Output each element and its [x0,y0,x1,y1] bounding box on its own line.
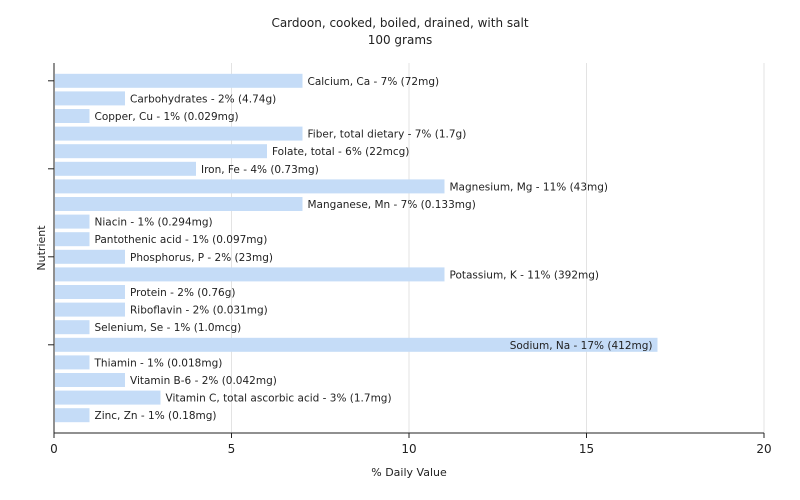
bar-labels: Calcium, Ca - 7% (72mg) Carbohydrates - 2… [94,76,653,422]
bar-value-label: Riboflavin - 2% (0.031mg) [130,305,268,317]
bar-value-label: Phosphorus, P - 2% (23mg) [130,252,273,264]
bar-value-label: Selenium, Se - 1% (1.0mcg) [95,322,242,334]
bar-value-label: Zinc, Zn - 1% (0.18mg) [95,410,217,422]
bar [55,126,303,141]
bar [55,373,125,387]
bar-value-label: Manganese, Mn - 7% (0.133mg) [308,199,476,211]
bar [55,249,125,264]
chart-title: Cardoon, cooked, boiled, drained, with s… [271,16,528,30]
x-tick-label: 15 [579,442,594,456]
x-tick-label: 5 [228,442,236,456]
bar [55,73,303,88]
bar [55,214,90,229]
bar-value-label: Copper, Cu - 1% (0.029mg) [95,111,239,123]
bar-value-label: Niacin - 1% (0.294mg) [95,217,213,229]
bar-value-label: Iron, Fe - 4% (0.73mg) [201,164,319,176]
bar [55,232,90,247]
bar [55,285,125,299]
bar-value-label: Folate, total - 6% (22mcg) [272,146,409,158]
bars [55,73,658,423]
bar [55,355,90,370]
x-axis-label: % Daily Value [371,466,447,479]
bar-value-label: Protein - 2% (0.76g) [130,287,236,299]
y-axis-ticks [48,80,54,346]
bar-value-label: Sodium, Na - 17% (412mg) [510,340,653,352]
bar [55,109,90,123]
bar [55,161,196,176]
x-tick-label: 10 [401,442,416,456]
bar-value-label: Carbohydrates - 2% (4.74g) [130,93,276,105]
x-axis-ticks: 0 5 10 15 20 [50,433,772,456]
bar-value-label: Potassium, K - 11% (392mg) [450,269,600,281]
x-tick-label: 20 [756,442,771,456]
bar [55,91,125,106]
bar-value-label: Thiamin - 1% (0.018mg) [94,357,223,369]
bar [55,144,267,159]
grid-lines [231,63,765,433]
x-tick-label: 0 [50,442,58,456]
bar [55,302,125,317]
bar-value-label: Fiber, total dietary - 7% (1.7g) [308,129,467,141]
bar-value-label: Calcium, Ca - 7% (72mg) [308,76,440,88]
bar [55,408,90,423]
bar [55,179,445,194]
bar [55,337,658,352]
bar [55,267,445,282]
bar-value-label: Pantothenic acid - 1% (0.097mg) [95,234,268,246]
bar-value-label: Magnesium, Mg - 11% (43mg) [450,181,609,193]
bar-value-label: Vitamin C, total ascorbic acid - 3% (1.7… [166,393,392,405]
bar [55,390,161,405]
bar [55,320,90,335]
chart-subtitle: 100 grams [368,33,433,47]
y-axis-label: Nutrient [35,225,48,271]
bar [55,197,303,211]
bar-value-label: Vitamin B-6 - 2% (0.042mg) [130,375,277,387]
